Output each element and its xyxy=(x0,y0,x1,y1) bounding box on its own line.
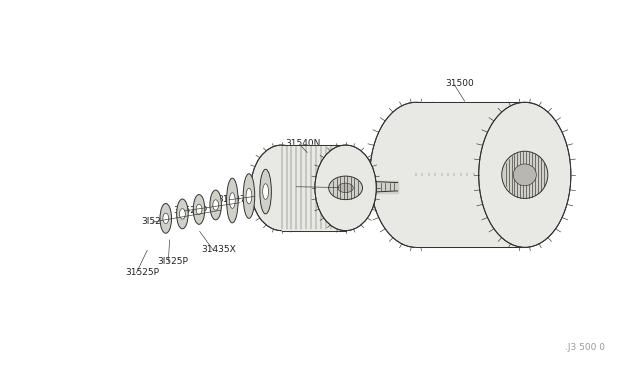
Text: 31525P: 31525P xyxy=(125,268,159,277)
Text: 31500: 31500 xyxy=(445,79,474,88)
Ellipse shape xyxy=(179,209,186,219)
Ellipse shape xyxy=(227,178,238,223)
Ellipse shape xyxy=(163,213,169,224)
Ellipse shape xyxy=(329,176,362,200)
Text: 31540N: 31540N xyxy=(285,139,320,148)
Text: 3l525P: 3l525P xyxy=(157,257,188,266)
Ellipse shape xyxy=(338,183,353,193)
Text: 31435X: 31435X xyxy=(202,245,236,254)
Ellipse shape xyxy=(502,151,548,198)
Ellipse shape xyxy=(230,193,236,208)
Ellipse shape xyxy=(210,190,221,220)
Ellipse shape xyxy=(243,174,255,218)
Ellipse shape xyxy=(262,184,269,199)
Text: 31525P: 31525P xyxy=(173,206,207,215)
Ellipse shape xyxy=(160,203,172,233)
Polygon shape xyxy=(282,145,346,231)
Ellipse shape xyxy=(196,204,202,215)
Polygon shape xyxy=(416,102,525,247)
Text: 31555: 31555 xyxy=(285,182,314,190)
Text: 31407N: 31407N xyxy=(218,195,253,203)
Ellipse shape xyxy=(513,164,536,186)
Ellipse shape xyxy=(246,188,252,204)
Text: .J3 500 0: .J3 500 0 xyxy=(564,343,605,352)
Ellipse shape xyxy=(212,200,218,210)
Ellipse shape xyxy=(193,195,205,224)
Ellipse shape xyxy=(479,102,571,247)
Ellipse shape xyxy=(177,199,188,229)
Ellipse shape xyxy=(260,169,271,214)
Ellipse shape xyxy=(251,145,312,231)
Ellipse shape xyxy=(315,145,376,231)
Ellipse shape xyxy=(370,102,462,247)
Text: 3l525P: 3l525P xyxy=(141,217,172,226)
